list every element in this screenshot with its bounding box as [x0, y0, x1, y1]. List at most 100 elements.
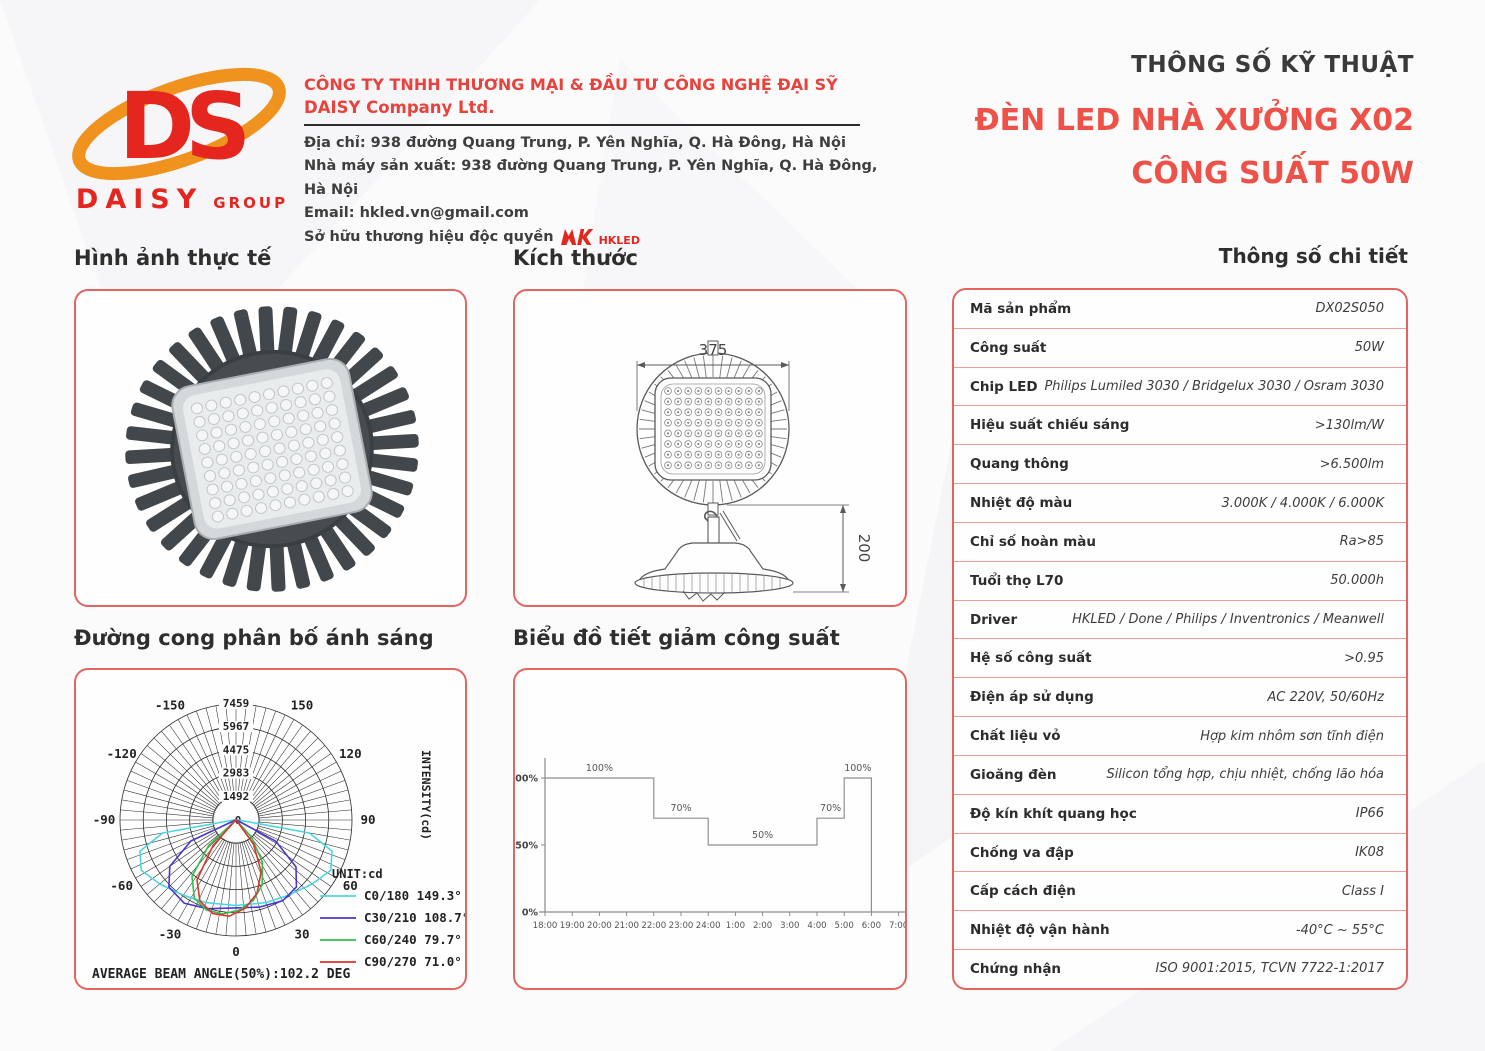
spec-row: Điện áp sử dụng AC 220V, 50/60Hz — [954, 678, 1406, 718]
spec-label: Chất liệu vỏ — [970, 728, 1061, 745]
spec-value: HKLED / Done / Philips / Inventronics / … — [1072, 612, 1384, 628]
spec-label: Hiệu suất chiếu sáng — [970, 417, 1130, 434]
company-address: Địa chỉ: 938 đường Quang Trung, P. Yên N… — [304, 134, 846, 151]
power-dimming-box: 0%50%100%18:0019:0020:0021:0022:0023:002… — [509, 668, 909, 990]
spec-label: Gioăng đèn — [970, 766, 1057, 783]
svg-text:C30/210 108.7°: C30/210 108.7° — [364, 910, 465, 925]
spec-value: Philips Lumiled 3030 / Bridgelux 3030 / … — [1044, 379, 1384, 395]
spec-row: Nhiệt độ vận hành -40°C ~ 55°C — [954, 911, 1406, 951]
spec-value: DX02S050 — [1315, 301, 1384, 317]
spec-row: Driver HKLED / Done / Philips / Inventron… — [954, 601, 1406, 640]
svg-text:UNIT:cd: UNIT:cd — [332, 867, 383, 881]
svg-text:18:00: 18:00 — [533, 921, 558, 931]
svg-text:100%: 100% — [515, 774, 538, 785]
svg-text:2:00: 2:00 — [753, 921, 772, 931]
svg-text:4475: 4475 — [223, 743, 250, 756]
spec-value: Hợp kim nhôm sơn tĩnh điện — [1200, 728, 1384, 744]
logo-group-text: GROUP — [213, 194, 289, 212]
svg-text:70%: 70% — [820, 803, 841, 814]
spec-row: Chỉ số hoàn màu Ra>85 — [954, 523, 1406, 562]
spec-row: Hệ số công suất >0.95 — [954, 639, 1406, 679]
svg-text:-30: -30 — [159, 926, 182, 941]
svg-text:19:00: 19:00 — [560, 921, 585, 931]
svg-text:1492: 1492 — [223, 790, 250, 803]
company-name-en: DAISY Company Ltd. — [304, 97, 495, 117]
spec-row: Cấp cách điện Class I — [954, 872, 1406, 912]
svg-text:C90/270 71.0°: C90/270 71.0° — [364, 954, 462, 969]
spec-value: Ra>85 — [1339, 534, 1384, 550]
spec-value: Class I — [1341, 883, 1384, 899]
dimension-drawing: 375 200 — [634, 340, 873, 602]
spec-row: Hiệu suất chiếu sáng >130lm/W — [954, 406, 1406, 446]
logo-daisy-text: DAISY — [75, 184, 204, 215]
svg-text:100%: 100% — [844, 763, 871, 774]
spec-label: Chống va đập — [970, 844, 1074, 861]
spec-row: Tuổi thọ L70 50.000h — [954, 562, 1406, 601]
dimensions-box: 375 200 — [513, 289, 907, 607]
spec-label: Cấp cách điện — [970, 883, 1076, 900]
svg-text:-150: -150 — [155, 698, 185, 713]
svg-text:30: 30 — [294, 926, 309, 941]
heading-power-chart: Biểu đồ tiết giảm công suất — [513, 626, 840, 650]
svg-text:3:00: 3:00 — [780, 921, 799, 931]
svg-text:0: 0 — [232, 944, 240, 959]
svg-text:7459: 7459 — [223, 697, 250, 710]
svg-text:375: 375 — [699, 341, 728, 359]
spec-label: Điện áp sử dụng — [970, 689, 1094, 706]
svg-text:21:00: 21:00 — [614, 921, 639, 931]
svg-text:C0/180 149.3°: C0/180 149.3° — [364, 888, 462, 903]
svg-text:7:00: 7:00 — [889, 921, 905, 931]
svg-text:1:00: 1:00 — [726, 921, 745, 931]
svg-text:5:00: 5:00 — [835, 921, 854, 931]
heading-dimensions: Kích thước — [513, 246, 638, 270]
hkled-logo-icon — [560, 229, 593, 246]
spec-value: IP66 — [1355, 806, 1384, 822]
svg-text:6:00: 6:00 — [862, 921, 881, 931]
company-name-vi: CÔNG TY TNHH THƯƠNG MẠI & ĐẦU TƯ CÔNG NG… — [304, 75, 838, 94]
spec-row: Chứng nhận ISO 9001:2015, TCVN 7722-1:201… — [954, 950, 1406, 988]
spec-value: 50W — [1354, 340, 1384, 356]
heading-light-curve: Đường cong phân bố ánh sáng — [74, 626, 434, 650]
heading-photo: Hình ảnh thực tế — [74, 246, 272, 270]
spec-row: Công suất 50W — [954, 329, 1406, 368]
trademark-text: Sở hữu thương hiệu độc quyền — [304, 228, 554, 245]
svg-text:90: 90 — [360, 812, 375, 827]
company-email: Email: hkled.vn@gmail.com — [304, 205, 529, 222]
doc-title-small: THÔNG SỐ KỸ THUẬT — [1131, 52, 1414, 78]
logo-ds-text: DS — [119, 73, 245, 180]
svg-text:150: 150 — [291, 698, 314, 713]
spec-label: Hệ số công suất — [970, 650, 1092, 667]
spec-label: Driver — [970, 611, 1018, 628]
company-factory: Nhà máy sản xuất: 938 đường Quang Trung,… — [304, 158, 878, 198]
svg-text:-60: -60 — [110, 878, 133, 893]
spec-row: Nhiệt độ màu 3.000K / 4.000K / 6.000K — [954, 484, 1406, 523]
spec-label: Mã sản phẩm — [970, 300, 1072, 317]
spec-value: Silicon tổng hợp, chịu nhiệt, chống lão … — [1106, 767, 1384, 783]
company-trademark-line: Sở hữu thương hiệu độc quyền HKLED — [304, 226, 889, 249]
light-curve-box: -150 -120 -90 -60 -30 0 30 60 90 120 150 1492 2983 44… — [74, 668, 469, 990]
svg-text:200: 200 — [855, 534, 873, 563]
svg-text:-120: -120 — [107, 746, 137, 761]
doc-title-product: ĐÈN LED NHÀ XƯỞNG X02 — [974, 103, 1414, 138]
spec-label: Nhiệt độ màu — [970, 495, 1073, 512]
spec-value: 50.000h — [1330, 573, 1384, 589]
svg-text:22:00: 22:00 — [641, 921, 666, 931]
spec-value: -40°C ~ 55°C — [1295, 922, 1384, 938]
spec-value: AC 220V, 50/60Hz — [1267, 689, 1384, 705]
svg-text:23:00: 23:00 — [669, 921, 694, 931]
svg-text:20:00: 20:00 — [587, 921, 612, 931]
svg-text:70%: 70% — [670, 803, 691, 814]
photometric-polar-chart: -150 -120 -90 -60 -30 0 30 60 90 120 150 1492 2983 44… — [92, 697, 469, 982]
dimming-step-chart: 0%50%100%18:0019:0020:0021:0022:0023:002… — [509, 758, 909, 931]
spec-value: >0.95 — [1344, 650, 1384, 666]
spec-label: Chỉ số hoàn màu — [970, 533, 1096, 550]
spec-row: Gioăng đèn Silicon tổng hợp, chịu nhiệt, … — [954, 756, 1406, 795]
spec-label: Tuổi thọ L70 — [970, 572, 1064, 589]
heading-specs: Thông số chi tiết — [1218, 244, 1408, 268]
company-info: CÔNG TY TNHH THƯƠNG MẠI & ĐẦU TƯ CÔNG NG… — [304, 74, 889, 249]
spec-value: IK08 — [1355, 845, 1384, 860]
svg-text:24:00: 24:00 — [696, 921, 721, 931]
spec-label: Công suất — [970, 339, 1047, 356]
spec-label: Nhiệt độ vận hành — [970, 922, 1110, 939]
